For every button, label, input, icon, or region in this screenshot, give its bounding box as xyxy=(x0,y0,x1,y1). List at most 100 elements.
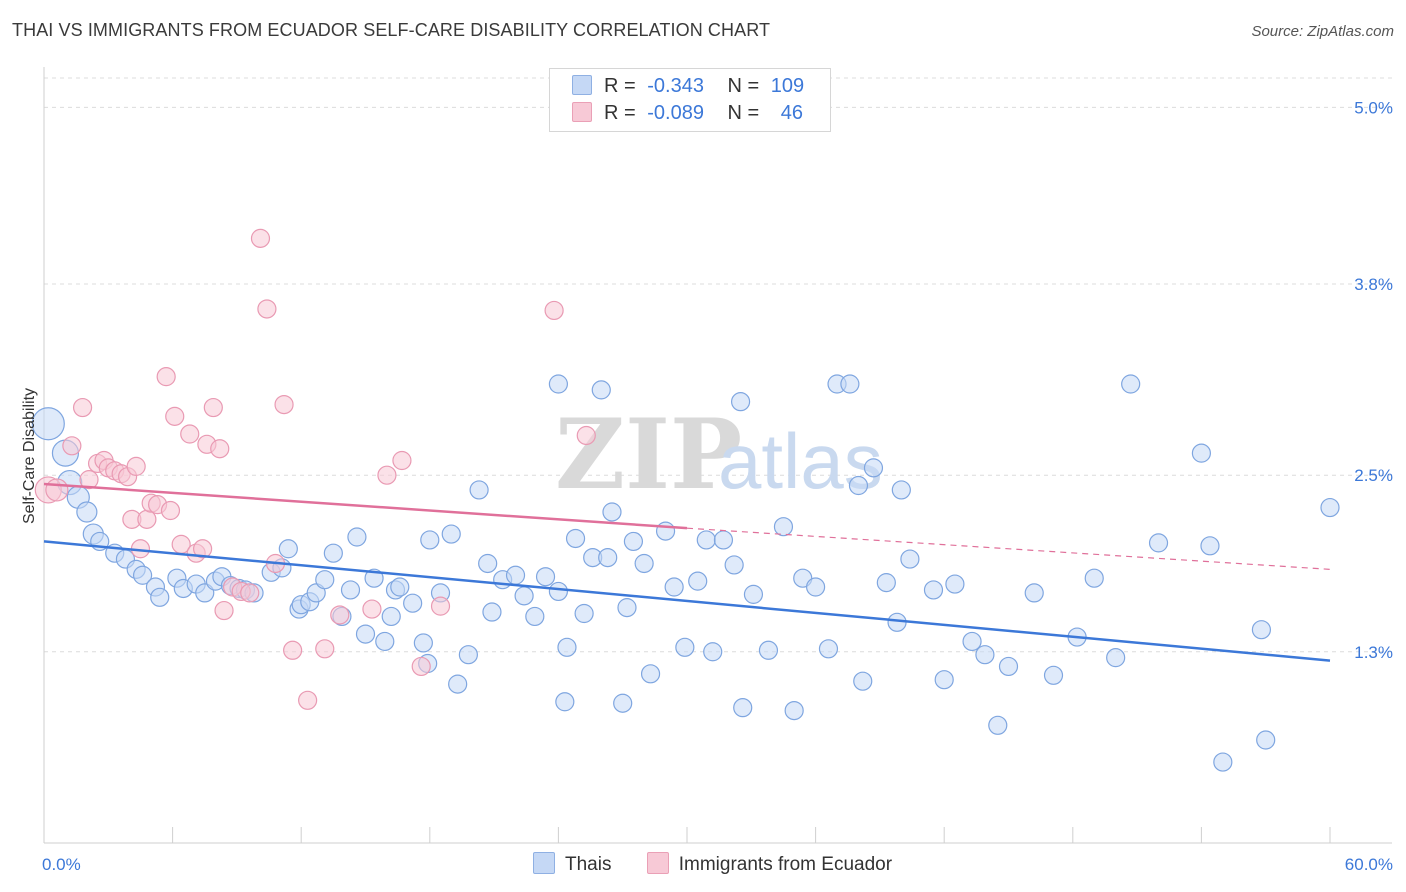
watermark-zip: ZIP xyxy=(555,398,742,511)
ecuador-point xyxy=(430,596,451,616)
y-axis-label: Self-Care Disability xyxy=(21,388,38,524)
thais-point xyxy=(574,603,594,624)
thais-point xyxy=(623,531,644,552)
thais-point xyxy=(602,502,622,522)
thais-point xyxy=(315,570,335,590)
ecuador-point xyxy=(62,436,82,456)
thais-point xyxy=(891,480,911,500)
ecuador-point xyxy=(283,640,303,660)
thais-point xyxy=(923,580,944,600)
thais-point xyxy=(876,573,896,593)
legend-item-thais[interactable]: Thais xyxy=(533,852,611,876)
thais-point xyxy=(76,501,98,523)
thais-point xyxy=(1200,536,1220,556)
legend-r-value: -0.089 xyxy=(647,102,704,124)
y-tick-label: 3.8% xyxy=(1354,275,1393,294)
thais-point xyxy=(1191,443,1212,463)
legend-label-ecuador: Immigrants from Ecuador xyxy=(678,854,893,875)
legend-n-value: 46 xyxy=(780,102,804,124)
source-label: Source: ZipAtlas.com xyxy=(1251,23,1394,40)
thais-point xyxy=(469,480,489,500)
legend-r-value: -0.343 xyxy=(647,75,704,97)
thais-point xyxy=(617,598,637,618)
thais-point xyxy=(132,565,153,585)
y-tick-label: 5.0% xyxy=(1354,98,1393,117)
series-thais xyxy=(31,374,1340,772)
legend-swatch-ecuador xyxy=(572,102,592,122)
ecuador-point xyxy=(362,599,382,619)
thais-point xyxy=(743,584,764,604)
ecuador-point xyxy=(156,367,176,387)
thais-point xyxy=(364,568,384,588)
thais-point xyxy=(613,693,633,713)
x-tick-label: 60.0% xyxy=(1345,855,1393,874)
series-ecuador xyxy=(34,228,596,710)
thais-point xyxy=(355,624,376,644)
ecuador-point xyxy=(330,605,350,625)
ecuador-point xyxy=(72,397,93,418)
ecuador-point xyxy=(214,600,234,621)
thais-point xyxy=(840,374,860,394)
thais-point xyxy=(887,612,907,632)
ecuador-point xyxy=(544,300,564,321)
thais-point xyxy=(514,586,534,606)
ecuador-point xyxy=(160,500,181,521)
ecuador-point xyxy=(250,228,271,248)
ecuador-point xyxy=(257,299,277,319)
thais-point xyxy=(1024,583,1044,603)
thais-point xyxy=(413,633,433,653)
thais-point xyxy=(31,407,65,441)
thais-point xyxy=(640,664,661,684)
trend-extension-ecuador xyxy=(686,527,1331,570)
thais-point xyxy=(818,639,839,659)
trend-line-thais xyxy=(43,540,1331,662)
thais-point xyxy=(1256,730,1276,750)
legend-swatch-ecuador xyxy=(646,852,669,874)
ecuador-point xyxy=(193,539,213,559)
thais-point xyxy=(375,631,395,652)
thais-point xyxy=(420,530,440,550)
thais-point xyxy=(591,380,611,400)
thais-point xyxy=(853,671,873,691)
thais-point xyxy=(863,458,884,478)
thais-point xyxy=(962,631,982,652)
thais-point xyxy=(724,555,744,575)
thais-point xyxy=(548,581,569,602)
ecuador-point xyxy=(576,425,596,446)
thais-point xyxy=(525,606,545,627)
thais-point xyxy=(703,642,723,662)
thais-point xyxy=(448,674,468,694)
ecuador-point xyxy=(45,478,69,502)
thais-point xyxy=(988,715,1008,735)
ecuador-point xyxy=(315,639,335,659)
chart-title: THAI VS IMMIGRANTS FROM ECUADOR SELF-CAR… xyxy=(12,20,771,40)
correlation-legend: R = -0.343 N = 109 R = -0.089 N = 46 xyxy=(549,68,831,132)
legend-r-label: R = xyxy=(604,75,636,97)
legend-item-ecuador[interactable]: Immigrants from Ecuador xyxy=(646,852,893,876)
thais-point xyxy=(713,530,734,550)
thais-point xyxy=(1121,374,1141,394)
ecuador-point xyxy=(240,583,260,603)
thais-point xyxy=(535,567,556,587)
legend-row-ecuador: R = -0.089 N = 46 xyxy=(572,102,803,126)
thais-point xyxy=(1320,497,1340,518)
legend-r-label: R = xyxy=(604,102,636,124)
thais-point xyxy=(278,539,298,559)
thais-point xyxy=(390,577,410,597)
ecuador-point xyxy=(126,456,146,476)
ecuador-point xyxy=(298,690,318,710)
thais-point xyxy=(557,637,577,657)
ecuador-point xyxy=(210,439,230,459)
thais-point xyxy=(458,645,478,665)
thais-point xyxy=(696,530,716,550)
thais-point xyxy=(900,549,920,569)
thais-point xyxy=(505,565,526,585)
thais-point xyxy=(784,700,804,721)
thais-point xyxy=(998,656,1019,677)
thais-point xyxy=(482,602,502,622)
thais-point xyxy=(323,543,343,563)
thais-point xyxy=(1106,648,1126,668)
thais-point xyxy=(805,577,826,597)
ecuador-point xyxy=(411,656,431,677)
thais-point xyxy=(675,637,695,657)
